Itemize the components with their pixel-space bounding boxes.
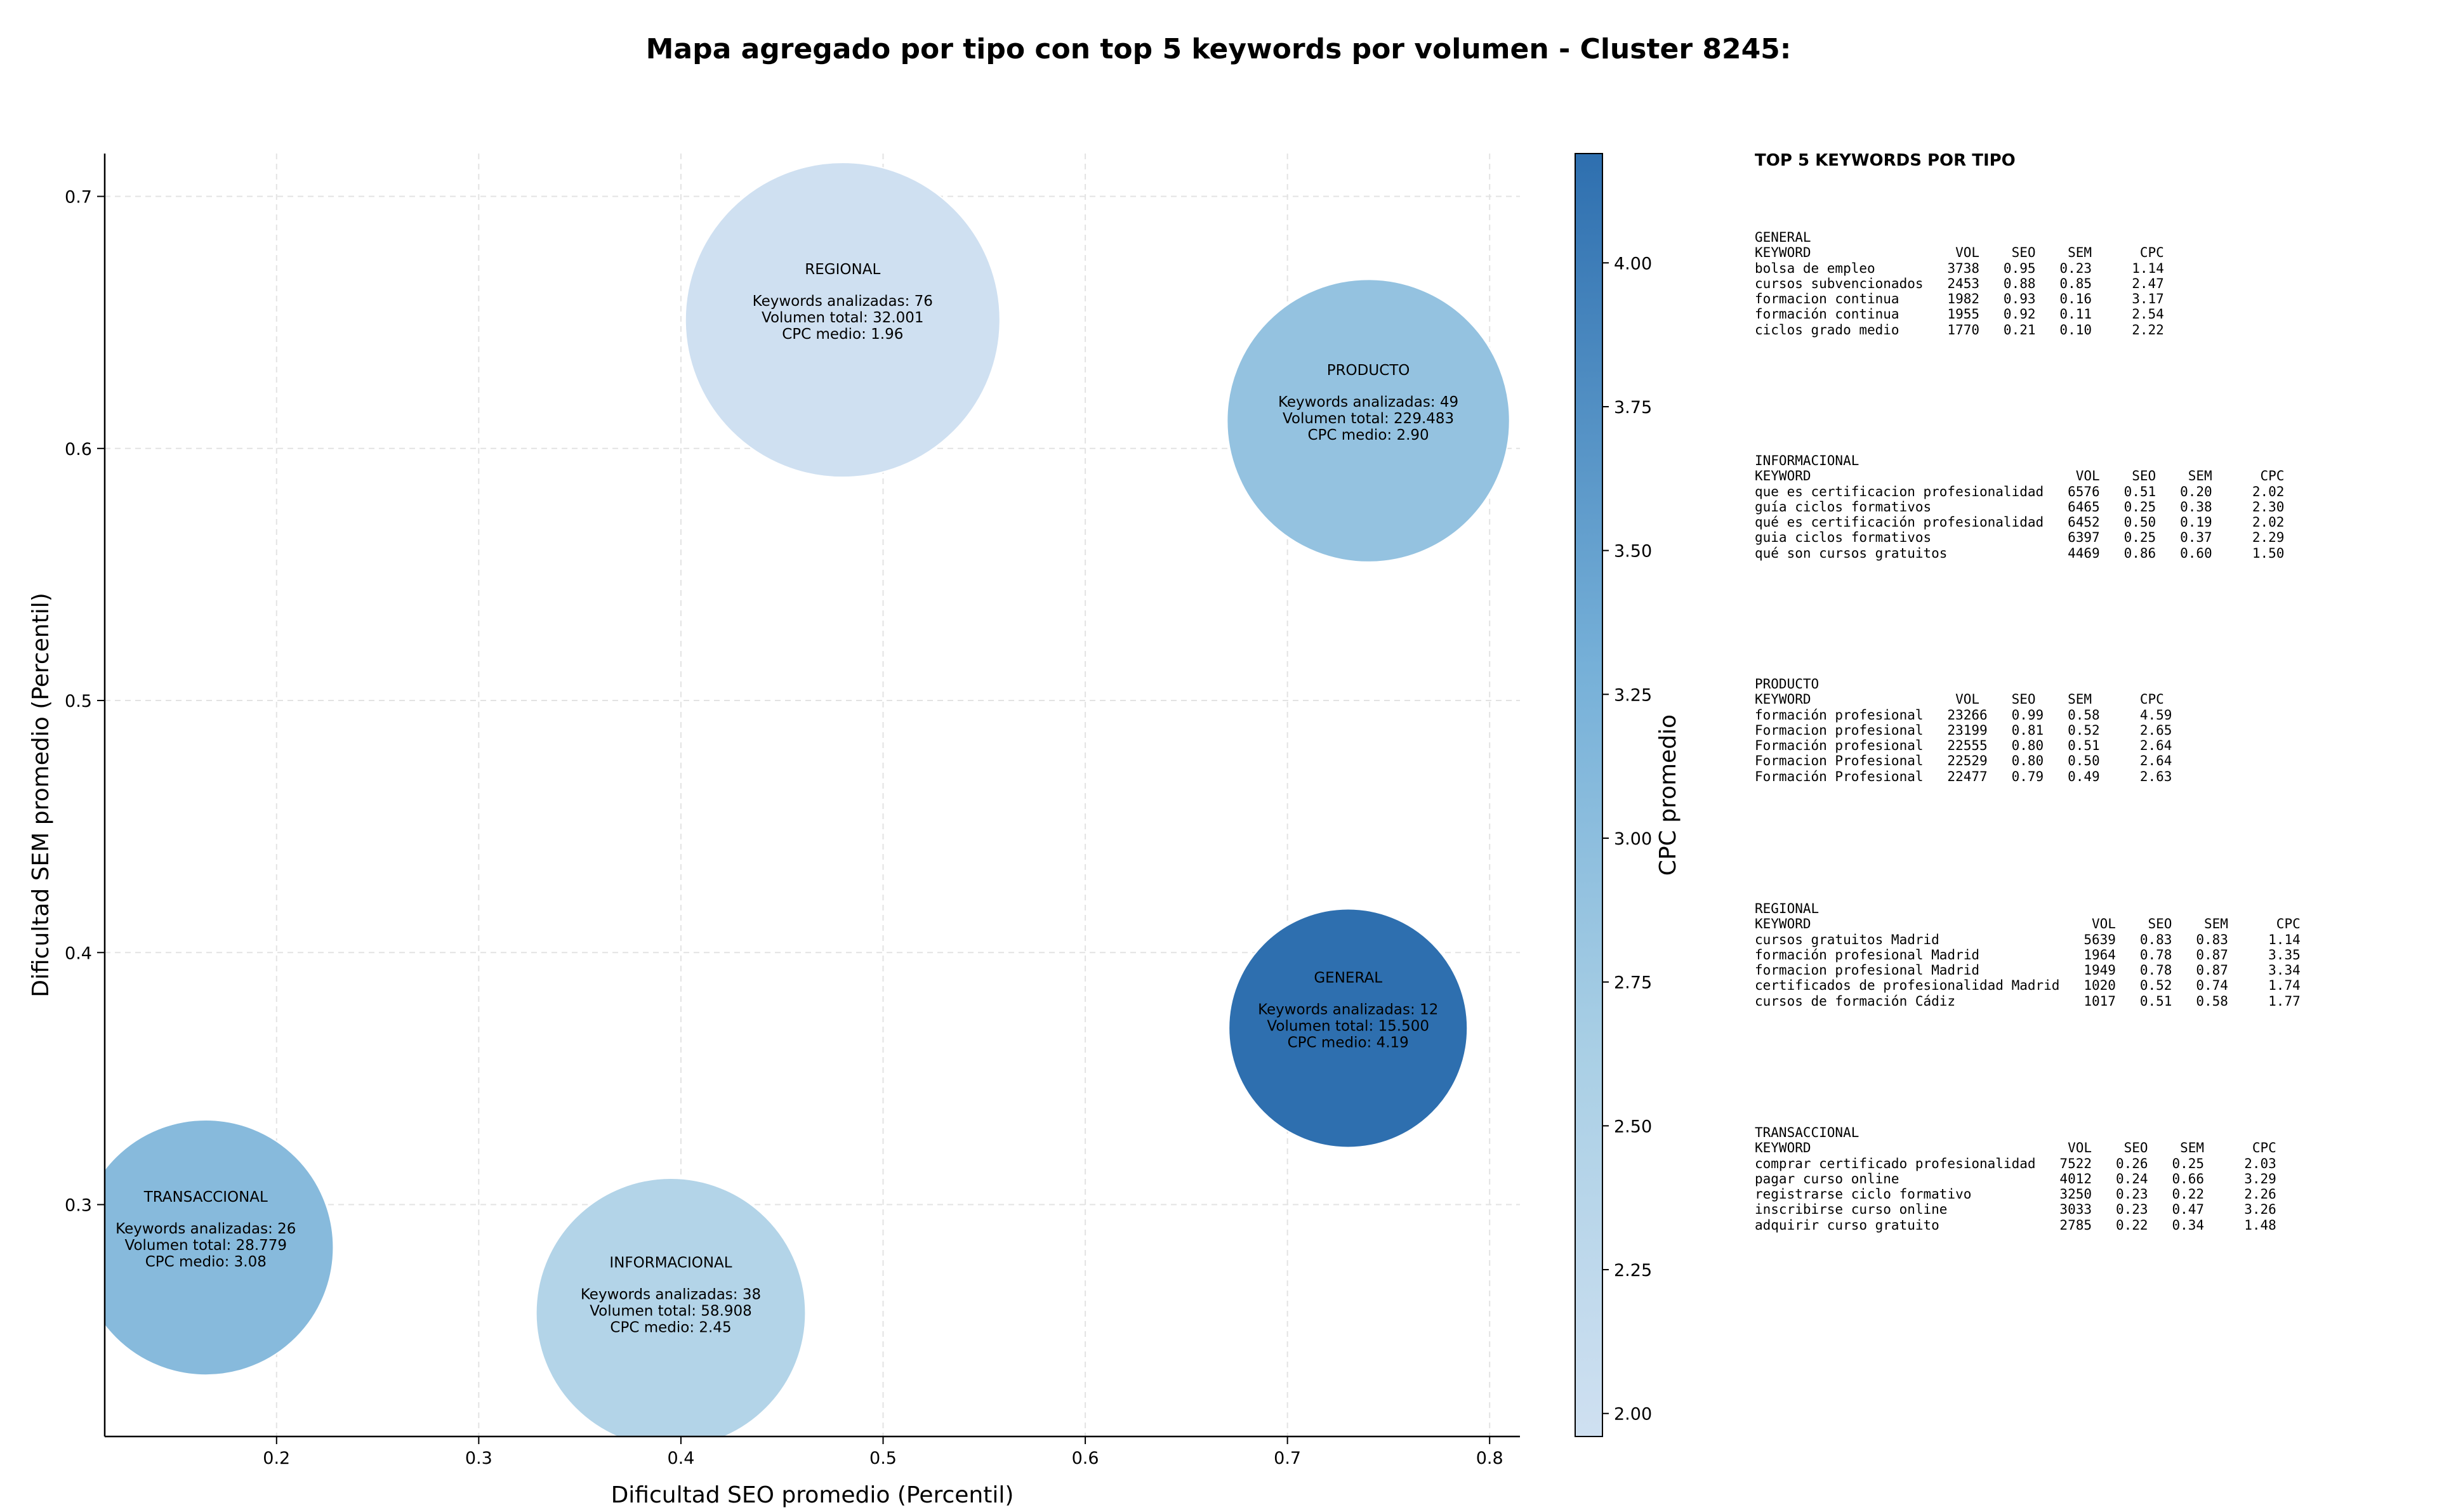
colorbar-label: CPC promedio [1655,714,1681,876]
y-tick-label: 0.7 [65,188,92,207]
keyword-table-row: que es certificacion profesionalidad 657… [1755,483,2285,499]
chart-title: Mapa agregado por tipo con top 5 keyword… [645,33,1792,65]
keyword-table-row: Formacion profesional 23199 0.81 0.52 2.… [1755,722,2172,738]
keyword-table-header-row: KEYWORD VOL SEO SEM CPC [1755,692,2164,707]
keyword-table-row: formacion profesional Madrid 1949 0.78 0… [1755,963,2301,978]
bubble-label-type: TRANSACCIONAL [143,1189,268,1206]
colorbar-tick-label: 2.00 [1614,1405,1652,1424]
bubble-label-line2: Volumen total: 32.001 [762,310,924,326]
keyword-table-row: guía ciclos formativos 6465 0.25 0.38 2.… [1755,499,2285,515]
x-tick-label: 0.7 [1274,1449,1301,1468]
keyword-table-header-row: KEYWORD VOL SEO SEM CPC [1755,468,2285,484]
keyword-table-row: bolsa de empleo 3738 0.95 0.23 1.14 [1755,260,2164,276]
keyword-table-row: formación profesional 23266 0.99 0.58 4.… [1755,707,2172,723]
bubble-label-line3: CPC medio: 4.19 [1288,1034,1409,1051]
bubble-label-line1: Keywords analizadas: 12 [1258,1001,1438,1018]
top-keywords-panel-title: TOP 5 KEYWORDS POR TIPO [1755,151,2016,170]
keyword-table-row: adquirir curso gratuito 2785 0.22 0.34 1… [1755,1217,2276,1233]
keyword-table-heading: GENERAL [1755,230,1811,245]
y-axis-label: Dificultad SEM promedio (Percentil) [28,593,54,997]
y-tick-label: 0.4 [65,943,92,963]
x-tick-label: 0.2 [263,1449,290,1468]
keyword-table-row: qué son cursos gratuitos 4469 0.86 0.60 … [1755,545,2285,561]
keyword-table-producto: PRODUCTO KEYWORD VOL SEO SEM CPC formación… [1755,676,2172,784]
keyword-table-row: formacion continua 1982 0.93 0.16 3.17 [1755,291,2164,307]
colorbar-tick-label: 2.75 [1614,973,1652,993]
bubble-label-line2: Volumen total: 58.908 [590,1303,752,1319]
keyword-table-regional: REGIONAL KEYWORD VOL SEO SEM CPC cursos gr… [1755,901,2301,1009]
colorbar-tick-label: 2.50 [1614,1117,1652,1136]
keyword-table-row: cursos subvencionados 2453 0.88 0.85 2.4… [1755,275,2164,291]
bubble-label-line2: Volumen total: 15.500 [1267,1018,1429,1034]
x-tick-label: 0.8 [1476,1449,1503,1468]
keyword-table-transaccional: TRANSACCIONAL KEYWORD VOL SEO SEM CPC comp… [1755,1125,2276,1233]
keyword-table-row: Formacion Profesional 22529 0.80 0.50 2.… [1755,753,2172,769]
bubble-label-line3: CPC medio: 2.90 [1307,427,1429,444]
bubble-label-line2: Volumen total: 28.779 [125,1237,287,1254]
keyword-table-row: Formación Profesional 22477 0.79 0.49 2.… [1755,768,2172,784]
bubble-producto [1226,279,1510,563]
x-tick-label: 0.5 [869,1449,897,1468]
colorbar-tick-label: 3.25 [1614,685,1652,705]
bubble-label-type: INFORMACIONAL [609,1254,732,1271]
colorbar: 2.00 2.25 2.50 2.75 3.00 3.25 3.50 3.75 4.00 CPC … [1575,153,1681,1437]
bubble-label-type: GENERAL [1314,970,1382,986]
keyword-table-header-row: KEYWORD VOL SEO SEM CPC [1755,916,2301,932]
keyword-table-heading: PRODUCTO [1755,676,1819,692]
bubble-general [1228,908,1469,1148]
colorbar-tick-label: 2.25 [1614,1261,1652,1280]
keyword-table-heading: TRANSACCIONAL [1755,1125,1859,1140]
x-tick-label: 0.4 [667,1449,694,1468]
keyword-table-row: ciclos grado medio 1770 0.21 0.10 2.22 [1755,322,2164,338]
bubble-informacional [535,1178,807,1436]
y-tick-label: 0.3 [65,1196,92,1216]
keyword-table-row: formación continua 1955 0.92 0.11 2.54 [1755,306,2164,322]
bubble-regional [684,162,1001,478]
colorbar-tick-label: 4.00 [1614,254,1652,273]
colorbar-gradient [1575,153,1603,1437]
y-tick-label: 0.5 [65,692,92,711]
keyword-table-row: Formación profesional 22555 0.80 0.51 2.… [1755,738,2172,754]
x-tick-label: 0.6 [1072,1449,1099,1468]
keyword-table-row: guia ciclos formativos 6397 0.25 0.37 2.… [1755,530,2285,546]
keyword-table-heading: REGIONAL [1755,901,1819,916]
bubble-label-line1: Keywords analizadas: 38 [581,1286,761,1303]
bubble-label-type: PRODUCTO [1327,362,1410,379]
keyword-table-row: cursos de formación Cádiz 1017 0.51 0.58… [1755,993,2301,1009]
y-tick-label: 0.6 [65,440,92,459]
keyword-table-row: comprar certificado profesionalidad 7522… [1755,1155,2276,1171]
colorbar-tick-label: 3.00 [1614,829,1652,849]
keyword-table-row: pagar curso online 4012 0.24 0.66 3.29 [1755,1171,2276,1187]
keyword-table-heading: INFORMACIONAL [1755,453,1859,468]
keyword-table-row: formación profesional Madrid 1964 0.78 0… [1755,947,2301,963]
keyword-table-row: registrarse ciclo formativo 3250 0.23 0.… [1755,1187,2276,1202]
bubble-transaccional [105,1119,334,1376]
keyword-table-row: qué es certificación profesionalidad 645… [1755,515,2285,530]
keyword-table-row: cursos gratuitos Madrid 5639 0.83 0.83 1… [1755,931,2301,947]
bubble-label-line1: Keywords analizadas: 76 [753,293,933,310]
bubble-label-line3: CPC medio: 2.45 [610,1319,731,1336]
colorbar-tick-label: 3.75 [1614,398,1652,417]
keyword-table-row: inscribirse curso online 3033 0.23 0.47 … [1755,1202,2276,1218]
bubble-label-type: REGIONAL [805,261,880,278]
keyword-table-informacional: INFORMACIONAL KEYWORD VOL SEO SEM CPC que … [1755,453,2284,561]
bubble-label-line2: Volumen total: 229.483 [1283,411,1454,427]
keyword-table-row: certificados de profesionalidad Madrid 1… [1755,978,2301,994]
bubble-label-line1: Keywords analizadas: 49 [1278,394,1458,411]
x-tick-label: 0.3 [465,1449,492,1468]
keyword-table-general: GENERAL KEYWORD VOL SEO SEM CPC bolsa de e… [1755,230,2164,338]
bubble-label-line3: CPC medio: 3.08 [145,1254,267,1270]
bubble-label-line3: CPC medio: 1.96 [782,326,903,343]
keyword-table-header-row: KEYWORD VOL SEO SEM CPC [1755,1140,2276,1156]
keyword-table-header-row: KEYWORD VOL SEO SEM CPC [1755,245,2164,261]
bubble-label-line1: Keywords analizadas: 26 [116,1221,296,1237]
x-axis-label: Dificultad SEO promedio (Percentil) [611,1482,1014,1508]
colorbar-tick-label: 3.50 [1614,542,1652,562]
